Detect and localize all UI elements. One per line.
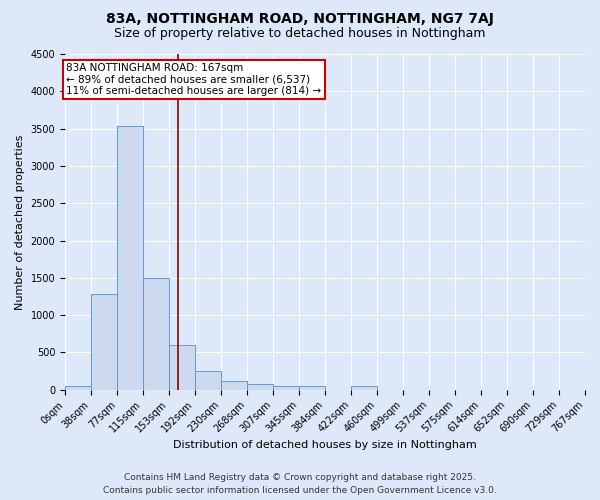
X-axis label: Distribution of detached houses by size in Nottingham: Distribution of detached houses by size …	[173, 440, 477, 450]
Bar	[143, 278, 169, 390]
Text: Size of property relative to detached houses in Nottingham: Size of property relative to detached ho…	[114, 28, 486, 40]
Bar	[195, 371, 221, 390]
Bar	[221, 381, 247, 390]
Bar	[117, 126, 143, 390]
Bar	[169, 345, 195, 390]
Bar	[351, 386, 377, 390]
Text: Contains HM Land Registry data © Crown copyright and database right 2025.
Contai: Contains HM Land Registry data © Crown c…	[103, 474, 497, 495]
Bar	[247, 384, 273, 390]
Text: 83A NOTTINGHAM ROAD: 167sqm
← 89% of detached houses are smaller (6,537)
11% of : 83A NOTTINGHAM ROAD: 167sqm ← 89% of det…	[67, 63, 322, 96]
Bar	[65, 386, 91, 390]
Bar	[91, 294, 117, 390]
Bar	[299, 386, 325, 390]
Text: 83A, NOTTINGHAM ROAD, NOTTINGHAM, NG7 7AJ: 83A, NOTTINGHAM ROAD, NOTTINGHAM, NG7 7A…	[106, 12, 494, 26]
Bar	[273, 386, 299, 390]
Y-axis label: Number of detached properties: Number of detached properties	[15, 134, 25, 310]
